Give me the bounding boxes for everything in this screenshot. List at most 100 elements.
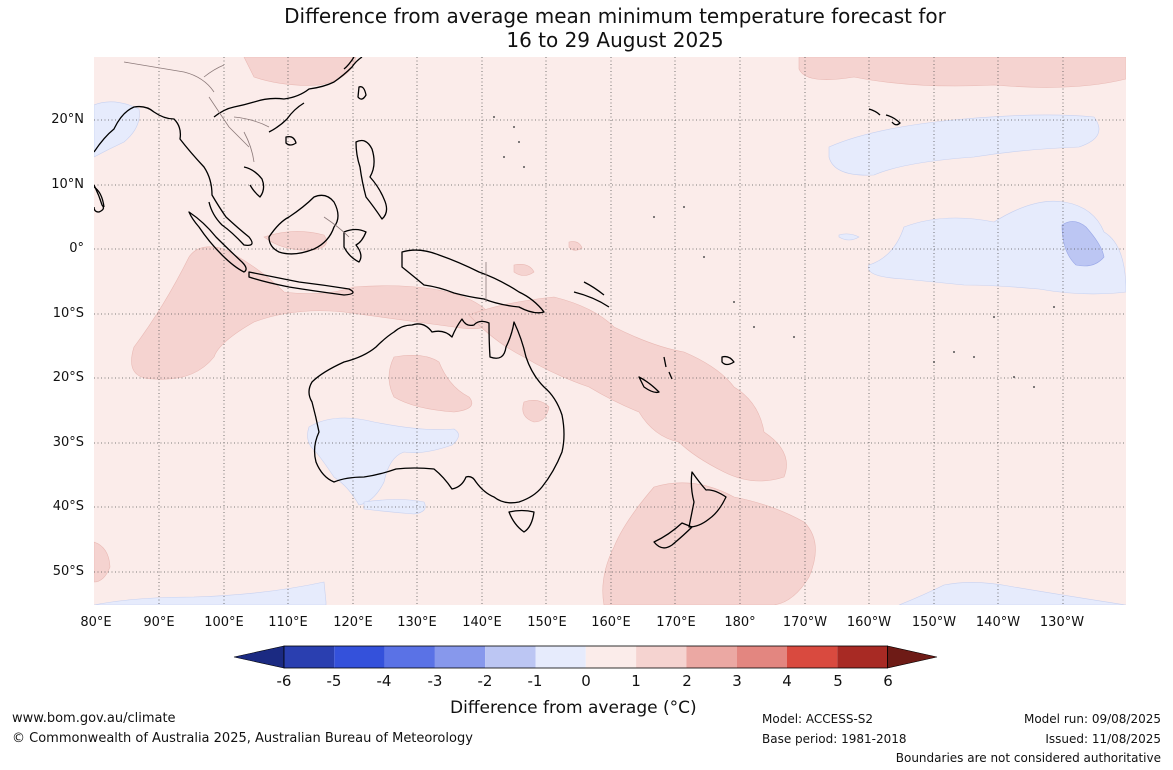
colorbar-bin: [334, 646, 385, 668]
colorbar-tick: 1: [631, 672, 641, 690]
lat-label: 10°S: [52, 306, 84, 321]
colorbar-bin: [284, 646, 335, 668]
lat-label: 0°: [69, 241, 84, 256]
colorbar-tick: -5: [326, 672, 342, 690]
colorbar-tick: 6: [883, 672, 893, 690]
lon-label: 90°E: [143, 615, 175, 630]
coastline-new-caledonia: [638, 376, 660, 394]
colorbar-tick: -2: [477, 672, 493, 690]
colorbar-bin: [434, 646, 486, 668]
website-link[interactable]: www.bom.gov.au/climate: [12, 711, 176, 726]
lat-label: 30°S: [52, 435, 84, 450]
warm-region-equatorial-west: [263, 231, 327, 251]
warm-region-western-australia: [388, 355, 473, 413]
coastline-sulawesi: [343, 228, 367, 263]
country-boundaries: [123, 61, 487, 302]
lon-label: 160°E: [591, 615, 631, 630]
colorbar-bin: [485, 646, 536, 668]
lon-label: 170°E: [656, 615, 696, 630]
lon-label: 170°W: [782, 615, 828, 630]
lon-label: 130°W: [1039, 615, 1085, 630]
cool-region-southern-australia: [307, 417, 459, 506]
lat-label: 40°S: [52, 499, 84, 514]
coastline-java: [248, 271, 354, 296]
coastline-mainland-asia: [94, 57, 363, 246]
colorbar-bin: [585, 646, 637, 668]
coastline-new-zealand-north: [688, 471, 727, 528]
lon-label: 110°E: [268, 615, 308, 630]
forecast-map: [94, 57, 1126, 605]
colorbar-bin: [837, 646, 888, 668]
issued-date: Issued: 11/08/2025: [1045, 732, 1161, 746]
coastlines: [94, 57, 901, 549]
lon-label: 160°W: [846, 615, 892, 630]
colorbar-bin: [686, 646, 737, 668]
map-title-line2: 16 to 29 August 2025: [506, 28, 724, 52]
colorbar-tick: 2: [682, 672, 692, 690]
warm-region-north-pacific: [798, 57, 1126, 88]
pacific-islands: [493, 116, 1055, 388]
cool-region-south-east: [898, 582, 1126, 605]
coastline-vanuatu: [663, 356, 673, 380]
lat-label: 10°N: [51, 177, 84, 192]
colorbar-tick: 3: [732, 672, 742, 690]
coastline-tasmania: [508, 509, 535, 533]
model-name: Model: ACCESS-S2: [762, 712, 874, 726]
colorbar-tick: -6: [276, 672, 292, 690]
cool-region-south-west: [94, 581, 327, 605]
warm-region-new-zealand: [602, 482, 816, 605]
lon-label: 150°E: [527, 615, 567, 630]
coastline-new-guinea: [401, 249, 545, 314]
coastline-indochina: [243, 102, 305, 198]
colorbar-bin: [384, 646, 435, 668]
cool-region-north-indian: [94, 101, 140, 158]
coastline-hawaii: [868, 108, 901, 126]
coastline-australia: [308, 318, 565, 504]
cool-region-equatorial-pacific: [868, 200, 1126, 295]
lon-label: 150°W: [911, 615, 957, 630]
warm-region-tasman: [522, 400, 550, 423]
boundaries-disclaimer: Boundaries are not considered authoritat…: [895, 751, 1161, 765]
lon-label: 140°W: [975, 615, 1021, 630]
colorbar-tick: 0: [581, 672, 591, 690]
map-title: Difference from average mean minimum tem…: [0, 4, 1173, 52]
graticule: [94, 57, 1126, 605]
colorbar-label: Difference from average (°C): [450, 698, 697, 718]
colorbar-tick: -4: [376, 672, 392, 690]
colorbar-tick: 5: [833, 672, 843, 690]
lat-label: 20°N: [51, 112, 84, 127]
colorbar-bin: [736, 646, 787, 668]
lon-label: 80°E: [80, 615, 112, 630]
cool-region-great-australian-bight: [363, 499, 426, 515]
lat-label: 50°S: [52, 564, 84, 579]
colorbar: [233, 645, 938, 669]
coastline-solomons: [573, 281, 610, 308]
warm-region-indian-ocean: [131, 246, 495, 380]
coastline-fiji: [721, 355, 735, 366]
lat-label: 20°S: [52, 370, 84, 385]
colorbar-tick: -3: [427, 672, 443, 690]
warm-region-coral-sea: [468, 296, 787, 482]
coastline-sumatra: [188, 211, 247, 273]
cool-region-north-pacific: [828, 114, 1100, 176]
coastline-india-east: [94, 184, 105, 213]
lon-label: 140°E: [462, 615, 502, 630]
coastline-philippines: [355, 139, 388, 220]
warm-region-small-1: [513, 264, 535, 276]
map-title-line1: Difference from average mean minimum tem…: [284, 4, 946, 28]
copyright-text: © Commonwealth of Australia 2025, Austra…: [12, 731, 473, 746]
lon-label: 180°: [724, 615, 756, 630]
coastline-new-zealand-south: [653, 522, 693, 549]
colorbar-bin: [535, 646, 586, 668]
cool-anomaly-core: [1061, 221, 1105, 267]
colorbar-tick: 4: [782, 672, 792, 690]
lon-label: 100°E: [204, 615, 244, 630]
lon-label: 120°E: [333, 615, 373, 630]
colorbar-tick: -1: [527, 672, 543, 690]
coastline-japan-south: [343, 57, 355, 70]
cool-region-equatorial-small: [838, 233, 860, 241]
colorbar-extend-low: [233, 645, 285, 669]
colorbar-bin: [636, 646, 687, 668]
coastline-borneo: [268, 194, 339, 255]
colorbar-bin: [787, 646, 838, 668]
